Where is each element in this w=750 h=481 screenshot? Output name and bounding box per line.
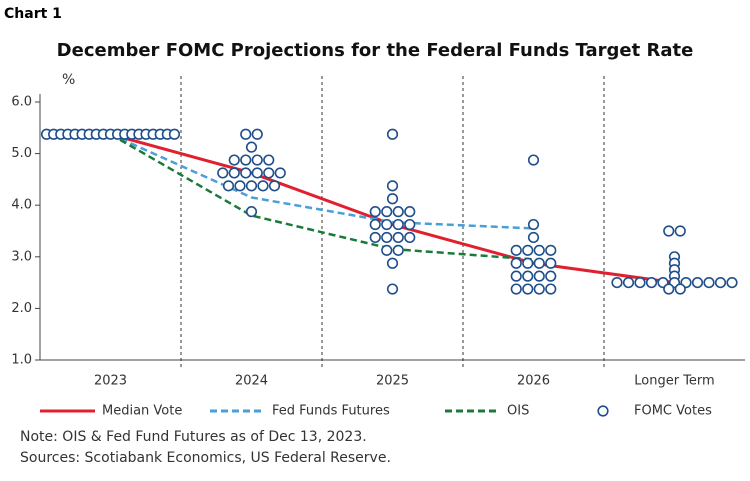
- vote-dot: [228, 167, 240, 179]
- note: Sources: Scotiabank Economics, US Federa…: [20, 450, 391, 466]
- vote-dot: [392, 244, 404, 256]
- vote-dot: [404, 218, 416, 231]
- vote-dot: [392, 218, 404, 231]
- vote-dot: [533, 270, 545, 282]
- x-tick-label: 2023: [94, 374, 127, 389]
- vote-dot: [251, 128, 263, 140]
- vote-dot: [381, 206, 393, 218]
- vote-dot: [240, 128, 252, 140]
- vote-dot: [611, 277, 623, 289]
- legend-label: Fed Funds Futures: [272, 404, 390, 419]
- vote-dot: [369, 206, 381, 218]
- vote-dot: [691, 277, 704, 289]
- vote-dot: [240, 167, 252, 179]
- legend-marker: [597, 405, 609, 417]
- vote-dot: [726, 277, 738, 289]
- vote-dot: [386, 283, 399, 295]
- vote-dot: [245, 206, 258, 218]
- vote-dot: [381, 218, 393, 231]
- y-tick-label: 3.0: [11, 249, 32, 264]
- vote-dot: [369, 231, 381, 244]
- vote-dot: [545, 283, 557, 295]
- y-axis-label: %: [62, 72, 75, 88]
- vote-dot: [510, 244, 522, 256]
- vote-dot: [714, 277, 727, 289]
- vote-dot: [663, 283, 675, 295]
- vote-dot: [645, 277, 658, 289]
- vote-dot: [251, 167, 263, 179]
- vote-dot: [274, 167, 286, 179]
- vote-dot: [404, 231, 416, 244]
- vote-dot: [217, 167, 229, 179]
- vote-dot: [381, 244, 393, 256]
- note: Note: OIS & Fed Fund Futures as of Dec 1…: [20, 429, 367, 445]
- vote-dot: [234, 180, 246, 192]
- vote-dot: [634, 277, 646, 289]
- vote-dot: [533, 244, 545, 256]
- vote-dot: [257, 180, 269, 192]
- y-tick-label: 6.0: [11, 95, 32, 110]
- vote-dot: [703, 277, 715, 289]
- x-tick-label: Longer Term: [634, 374, 714, 389]
- vote-dot: [510, 283, 522, 295]
- y-tick-label: 2.0: [11, 301, 32, 316]
- vote-dot: [245, 141, 258, 153]
- y-tick-label: 1.0: [11, 353, 32, 368]
- vote-dot: [392, 206, 404, 218]
- vote-dot: [268, 180, 281, 192]
- y-tick-label: 5.0: [11, 146, 32, 161]
- vote-dot: [545, 244, 557, 256]
- vote-dot: [674, 283, 686, 295]
- x-tick-label: 2025: [376, 374, 409, 389]
- vote-dot: [522, 244, 534, 256]
- vote-dot: [522, 270, 534, 282]
- vote-dot: [527, 231, 540, 244]
- vote-dot: [263, 167, 275, 179]
- line-series: [110, 132, 675, 285]
- vote-dot: [533, 283, 545, 295]
- vote-dot: [386, 180, 399, 192]
- vote-dot: [510, 257, 522, 269]
- chart-title: December FOMC Projections for the Federa…: [57, 40, 694, 61]
- vote-dot: [663, 225, 675, 237]
- vote-dot: [263, 154, 275, 166]
- vote-dot: [527, 218, 540, 231]
- vote-dot: [245, 180, 258, 192]
- line-series: [109, 133, 534, 230]
- vote-dot: [674, 225, 686, 237]
- line-series: [109, 133, 534, 261]
- vote-dot: [522, 283, 534, 295]
- vote-dot: [381, 231, 393, 244]
- vote-dot: [386, 193, 399, 205]
- vote-dot: [240, 154, 252, 166]
- vote-dot: [369, 218, 381, 231]
- vote-dot: [545, 257, 557, 269]
- vote-dot: [386, 128, 399, 140]
- vote-dot: [222, 180, 235, 192]
- legend-label: Median Vote: [102, 404, 182, 419]
- vote-dot: [392, 231, 404, 244]
- x-tick-label: 2026: [517, 374, 550, 389]
- vote-dot: [533, 257, 545, 269]
- vote-dot: [228, 154, 240, 166]
- vote-dot: [522, 257, 534, 269]
- vote-dot: [622, 277, 635, 289]
- legend-label: FOMC Votes: [634, 404, 712, 419]
- x-tick-label: 2024: [235, 374, 268, 389]
- vote-dot: [510, 270, 522, 282]
- vote-dot: [404, 206, 416, 218]
- vote-dot: [527, 154, 540, 166]
- chart-label: Chart 1: [4, 6, 62, 22]
- y-tick-label: 4.0: [11, 198, 32, 213]
- vote-dot: [251, 154, 263, 166]
- vote-dot: [386, 257, 399, 269]
- vote-dot: [168, 128, 181, 140]
- vote-dot: [545, 270, 557, 282]
- legend-label: OIS: [507, 404, 529, 419]
